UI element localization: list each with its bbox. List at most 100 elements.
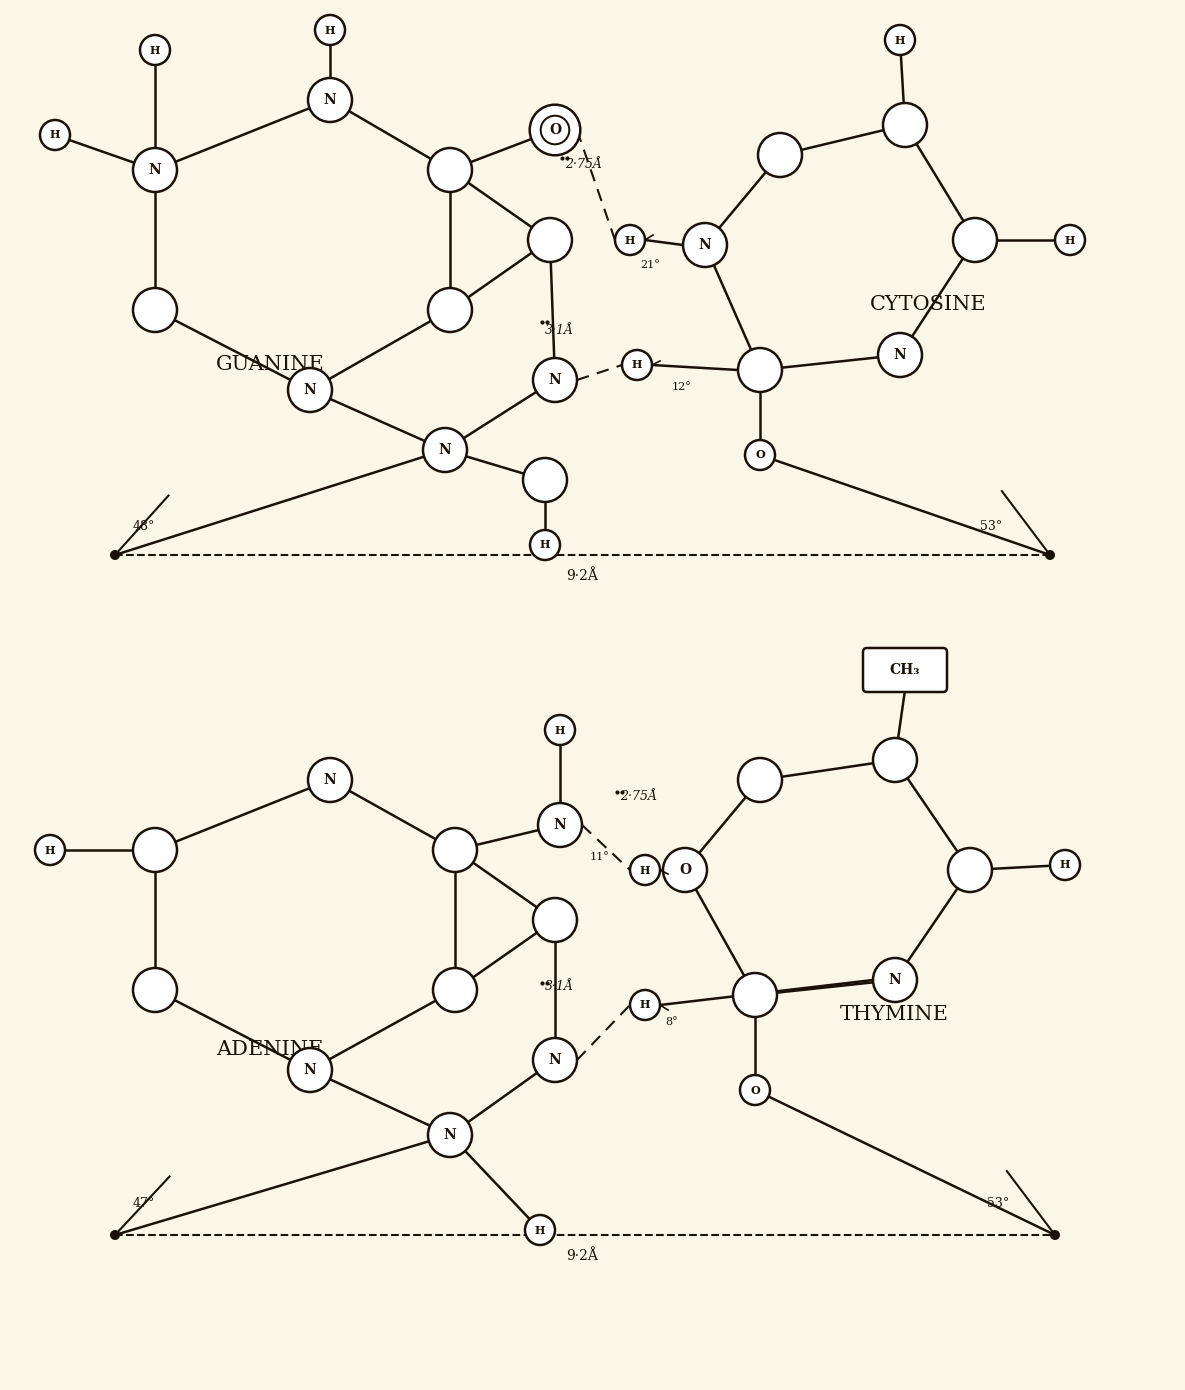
Text: H: H <box>149 44 160 56</box>
Text: 8°: 8° <box>665 1017 678 1027</box>
Circle shape <box>630 855 660 885</box>
Text: H: H <box>325 25 335 36</box>
Text: 3·1Å: 3·1Å <box>545 980 574 992</box>
Circle shape <box>133 288 177 332</box>
Text: N: N <box>303 1063 316 1077</box>
Circle shape <box>738 758 782 802</box>
Text: N: N <box>889 973 902 987</box>
Text: N: N <box>324 773 337 787</box>
Text: N: N <box>324 93 337 107</box>
Circle shape <box>36 835 65 865</box>
Circle shape <box>683 222 728 267</box>
Circle shape <box>110 550 120 560</box>
Text: 47°: 47° <box>133 1197 155 1211</box>
Circle shape <box>533 1038 577 1081</box>
Circle shape <box>308 78 352 122</box>
Text: H: H <box>555 724 565 735</box>
Circle shape <box>1050 851 1080 880</box>
Circle shape <box>1045 550 1055 560</box>
Circle shape <box>538 803 582 847</box>
Text: H: H <box>632 360 642 371</box>
Text: 12°: 12° <box>672 382 692 392</box>
Circle shape <box>110 1230 120 1240</box>
Circle shape <box>545 714 575 745</box>
Circle shape <box>885 25 915 56</box>
Text: O: O <box>750 1084 760 1095</box>
Text: CYTOSINE: CYTOSINE <box>870 295 987 314</box>
Text: O: O <box>549 122 561 138</box>
Text: N: N <box>549 373 562 386</box>
Text: H: H <box>640 999 651 1011</box>
Circle shape <box>133 967 177 1012</box>
Text: H: H <box>534 1225 545 1236</box>
Text: 3·1Å: 3·1Å <box>545 324 574 336</box>
Circle shape <box>948 848 992 892</box>
Text: N: N <box>699 238 711 252</box>
Text: 2·75Å: 2·75Å <box>565 158 602 171</box>
Circle shape <box>288 1048 332 1093</box>
Text: 48°: 48° <box>133 520 155 532</box>
Text: H: H <box>1059 859 1070 870</box>
Circle shape <box>1055 225 1085 254</box>
Text: CH₃: CH₃ <box>890 663 921 677</box>
Circle shape <box>758 133 802 177</box>
Circle shape <box>428 288 472 332</box>
Text: N: N <box>148 163 161 177</box>
Circle shape <box>540 115 569 145</box>
Circle shape <box>133 828 177 872</box>
Circle shape <box>533 359 577 402</box>
Circle shape <box>428 147 472 192</box>
Text: H: H <box>50 129 60 140</box>
Circle shape <box>133 147 177 192</box>
Text: THYMINE: THYMINE <box>840 1005 949 1024</box>
Text: O: O <box>755 449 764 460</box>
Text: H: H <box>640 865 651 876</box>
Circle shape <box>615 225 645 254</box>
Circle shape <box>523 457 566 502</box>
Circle shape <box>738 348 782 392</box>
Text: H: H <box>45 845 56 855</box>
Text: O: O <box>679 863 691 877</box>
Text: 9·2Å: 9·2Å <box>566 569 598 582</box>
Circle shape <box>530 530 561 560</box>
Text: H: H <box>540 539 550 550</box>
Circle shape <box>433 828 478 872</box>
Circle shape <box>428 1113 472 1156</box>
Circle shape <box>315 15 345 44</box>
Circle shape <box>433 967 478 1012</box>
Circle shape <box>530 104 581 156</box>
Circle shape <box>878 334 922 377</box>
Circle shape <box>734 973 777 1017</box>
FancyBboxPatch shape <box>863 648 947 692</box>
Circle shape <box>525 1215 555 1245</box>
Text: ADENINE: ADENINE <box>217 1040 324 1059</box>
Text: N: N <box>443 1129 456 1143</box>
Circle shape <box>745 441 775 470</box>
Circle shape <box>40 120 70 150</box>
Text: N: N <box>438 443 451 457</box>
Circle shape <box>662 848 707 892</box>
Circle shape <box>288 368 332 411</box>
Circle shape <box>883 103 927 147</box>
Text: 11°: 11° <box>590 852 610 862</box>
Text: N: N <box>893 348 907 361</box>
Circle shape <box>140 35 169 65</box>
Circle shape <box>533 898 577 942</box>
Text: 2·75Å: 2·75Å <box>620 790 656 803</box>
Text: N: N <box>553 817 566 833</box>
Text: H: H <box>895 35 905 46</box>
Text: GUANINE: GUANINE <box>216 354 325 374</box>
Circle shape <box>739 1074 770 1105</box>
Text: 53°: 53° <box>980 520 1003 532</box>
Text: H: H <box>1065 235 1075 246</box>
Circle shape <box>622 350 652 379</box>
Text: 53°: 53° <box>987 1197 1010 1211</box>
Text: H: H <box>624 235 635 246</box>
Circle shape <box>308 758 352 802</box>
Circle shape <box>423 428 467 473</box>
Text: 21°: 21° <box>640 260 660 270</box>
Circle shape <box>529 218 572 261</box>
Text: 9·2Å: 9·2Å <box>566 1250 598 1264</box>
Circle shape <box>1050 1230 1061 1240</box>
Circle shape <box>873 958 917 1002</box>
